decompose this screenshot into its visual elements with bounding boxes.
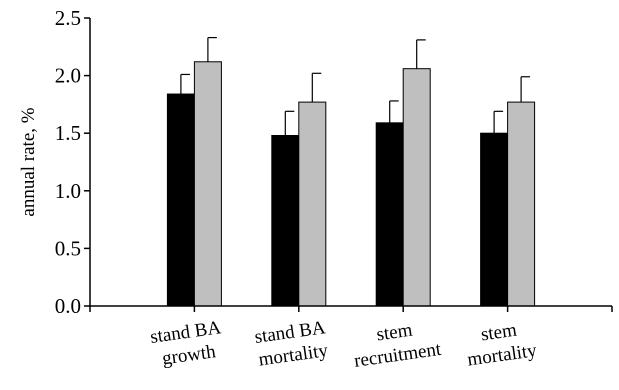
y-tick-label: 2.0 bbox=[55, 64, 81, 88]
bar bbox=[402, 68, 431, 307]
x-category-label: stemrecruitment bbox=[350, 316, 444, 372]
y-tick-label: 0.0 bbox=[55, 294, 81, 318]
bar bbox=[480, 132, 509, 307]
x-category-label: stand BAgrowth bbox=[149, 317, 226, 371]
bar-marks bbox=[166, 61, 536, 307]
y-axis-label: annual rate, % bbox=[18, 107, 39, 216]
bar bbox=[298, 101, 327, 307]
x-category-label-line: stem bbox=[480, 320, 519, 346]
bar bbox=[507, 101, 536, 307]
x-category-label-line: mortality bbox=[466, 340, 538, 371]
y-tick-label: 1.0 bbox=[55, 179, 81, 203]
x-axis-ticks bbox=[89, 306, 613, 312]
y-tick-label: 1.5 bbox=[55, 121, 81, 145]
bar bbox=[271, 135, 300, 307]
bar bbox=[193, 61, 222, 307]
y-tick-label: 0.5 bbox=[55, 236, 81, 260]
x-category-label-line: recruitment bbox=[353, 339, 443, 372]
error-bar-marks bbox=[180, 36, 531, 136]
y-tick-label: 2.5 bbox=[55, 6, 81, 30]
x-category-label-line: stem bbox=[375, 320, 414, 346]
y-axis-ticks: 0.0 0.5 1.0 1.5 2.0 2.5 bbox=[55, 6, 90, 318]
x-category-label: stemmortality bbox=[463, 317, 539, 370]
bar bbox=[375, 122, 404, 307]
x-category-label: stand BAmortality bbox=[253, 317, 330, 371]
bar bbox=[166, 93, 195, 307]
